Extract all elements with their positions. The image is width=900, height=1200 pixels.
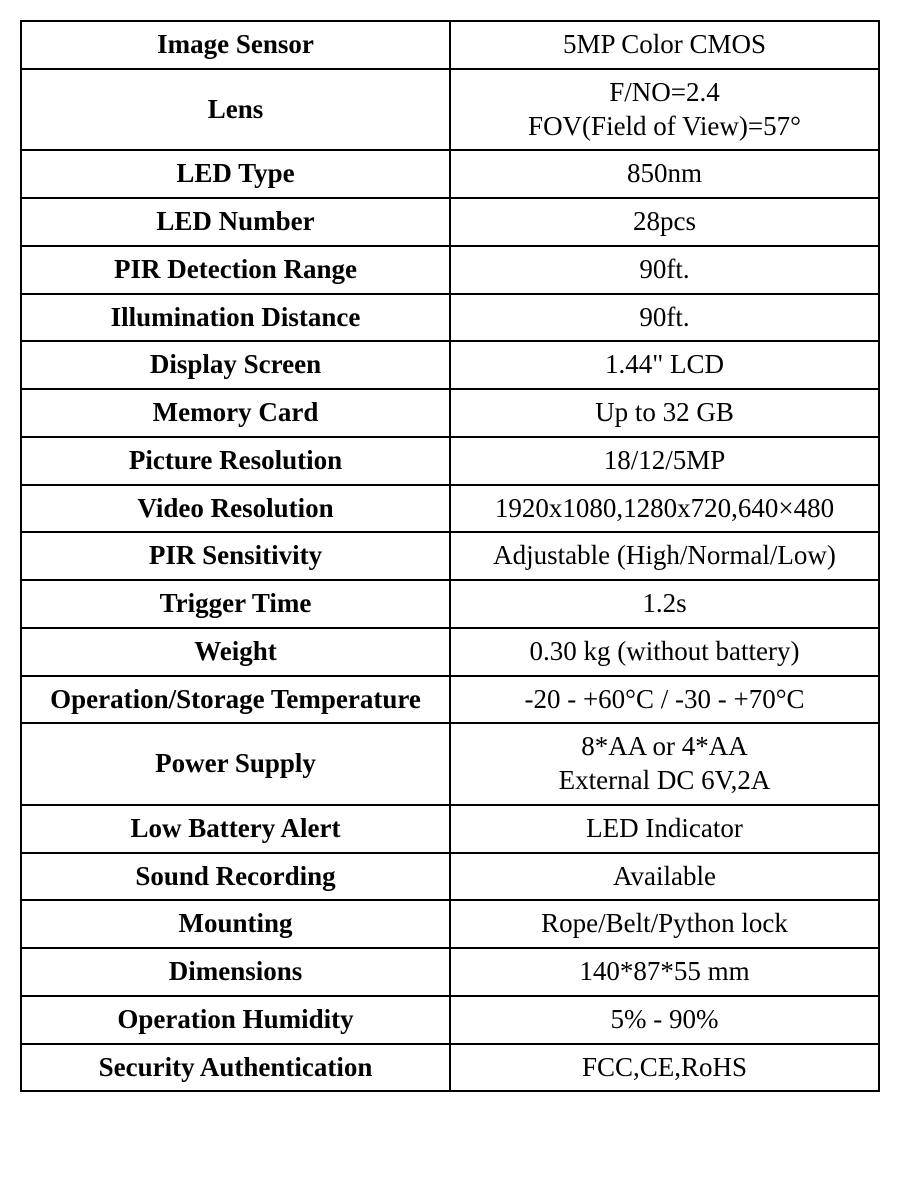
table-row: Operation Humidity5% - 90% xyxy=(21,996,879,1044)
table-row: Power Supply8*AA or 4*AAExternal DC 6V,2… xyxy=(21,723,879,805)
spec-label: Memory Card xyxy=(21,389,450,437)
spec-label: Video Resolution xyxy=(21,485,450,533)
spec-label: Low Battery Alert xyxy=(21,805,450,853)
spec-label: Operation Humidity xyxy=(21,996,450,1044)
spec-value: 0.30 kg (without battery) xyxy=(450,628,879,676)
spec-value: Available xyxy=(450,853,879,901)
spec-value: 18/12/5MP xyxy=(450,437,879,485)
table-row: Low Battery AlertLED Indicator xyxy=(21,805,879,853)
spec-label: Weight xyxy=(21,628,450,676)
spec-value: 90ft. xyxy=(450,246,879,294)
table-row: Trigger Time1.2s xyxy=(21,580,879,628)
spec-label: LED Number xyxy=(21,198,450,246)
spec-value: FCC,CE,RoHS xyxy=(450,1044,879,1092)
spec-value: 5MP Color CMOS xyxy=(450,21,879,69)
spec-value: 5% - 90% xyxy=(450,996,879,1044)
table-row: Memory CardUp to 32 GB xyxy=(21,389,879,437)
spec-value: 140*87*55 mm xyxy=(450,948,879,996)
spec-label: Lens xyxy=(21,69,450,151)
spec-value: Adjustable (High/Normal/Low) xyxy=(450,532,879,580)
table-row: MountingRope/Belt/Python lock xyxy=(21,900,879,948)
spec-value: 1.2s xyxy=(450,580,879,628)
spec-label: Operation/Storage Temperature xyxy=(21,676,450,724)
spec-value: LED Indicator xyxy=(450,805,879,853)
spec-value: F/NO=2.4FOV(Field of View)=57° xyxy=(450,69,879,151)
spec-value: 1.44" LCD xyxy=(450,341,879,389)
table-row: Sound RecordingAvailable xyxy=(21,853,879,901)
table-row: Image Sensor5MP Color CMOS xyxy=(21,21,879,69)
table-row: LED Number28pcs xyxy=(21,198,879,246)
spec-label: Picture Resolution xyxy=(21,437,450,485)
spec-value: Rope/Belt/Python lock xyxy=(450,900,879,948)
spec-label: Display Screen xyxy=(21,341,450,389)
spec-value: 28pcs xyxy=(450,198,879,246)
table-row: PIR Detection Range90ft. xyxy=(21,246,879,294)
spec-label: Illumination Distance xyxy=(21,294,450,342)
spec-value: 90ft. xyxy=(450,294,879,342)
spec-label: Mounting xyxy=(21,900,450,948)
spec-value: 850nm xyxy=(450,150,879,198)
table-row: Display Screen1.44" LCD xyxy=(21,341,879,389)
table-row: Dimensions140*87*55 mm xyxy=(21,948,879,996)
table-row: LensF/NO=2.4FOV(Field of View)=57° xyxy=(21,69,879,151)
spec-label: Trigger Time xyxy=(21,580,450,628)
spec-value: 8*AA or 4*AAExternal DC 6V,2A xyxy=(450,723,879,805)
table-row: Weight0.30 kg (without battery) xyxy=(21,628,879,676)
spec-label: Dimensions xyxy=(21,948,450,996)
table-row: Security AuthenticationFCC,CE,RoHS xyxy=(21,1044,879,1092)
spec-label: Power Supply xyxy=(21,723,450,805)
spec-label: PIR Detection Range xyxy=(21,246,450,294)
table-row: Picture Resolution18/12/5MP xyxy=(21,437,879,485)
spec-table-body: Image Sensor5MP Color CMOSLensF/NO=2.4FO… xyxy=(21,21,879,1091)
table-row: LED Type850nm xyxy=(21,150,879,198)
table-row: Illumination Distance90ft. xyxy=(21,294,879,342)
spec-table: Image Sensor5MP Color CMOSLensF/NO=2.4FO… xyxy=(20,20,880,1092)
spec-label: PIR Sensitivity xyxy=(21,532,450,580)
spec-label: Image Sensor xyxy=(21,21,450,69)
spec-label: LED Type xyxy=(21,150,450,198)
spec-label: Security Authentication xyxy=(21,1044,450,1092)
table-row: Video Resolution1920x1080,1280x720,640×4… xyxy=(21,485,879,533)
table-row: Operation/Storage Temperature-20 - +60°C… xyxy=(21,676,879,724)
spec-value: -20 - +60°C / -30 - +70°C xyxy=(450,676,879,724)
spec-value: 1920x1080,1280x720,640×480 xyxy=(450,485,879,533)
spec-label: Sound Recording xyxy=(21,853,450,901)
spec-value: Up to 32 GB xyxy=(450,389,879,437)
table-row: PIR SensitivityAdjustable (High/Normal/L… xyxy=(21,532,879,580)
